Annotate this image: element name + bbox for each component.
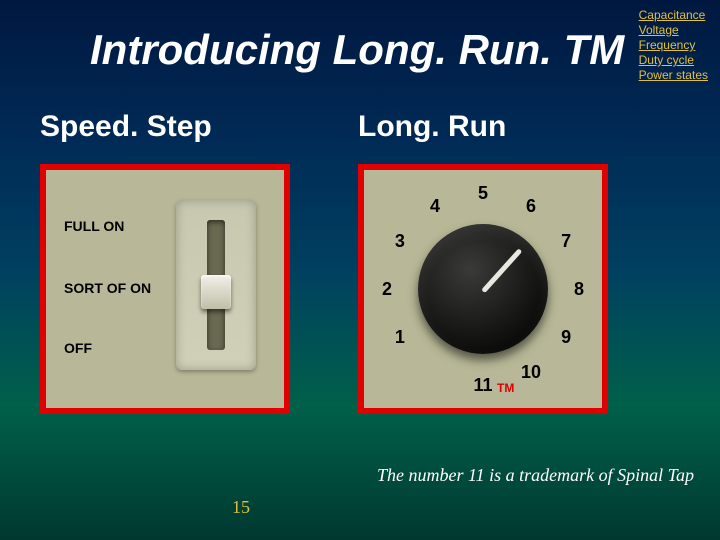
link-power-states[interactable]: Power states	[639, 68, 708, 83]
footnote: The number 11 is a trademark of Spinal T…	[377, 465, 694, 486]
dial-knob[interactable]	[418, 224, 548, 354]
switch-label-sort-of-on: SORT OF ON	[64, 280, 151, 296]
link-capacitance[interactable]: Capacitance	[639, 8, 708, 23]
dial-number-6: 6	[521, 196, 541, 217]
longrun-panel: TM 1 2 34 5 67 8 9 10 11	[358, 164, 608, 414]
switch-plate	[176, 200, 256, 370]
col-heading-longrun: Long. Run	[358, 110, 506, 144]
dial-tm-mark: TM	[497, 381, 514, 395]
dial-number-7: 7	[556, 231, 576, 252]
speedstep-panel: FULL ON SORT OF ON OFF	[40, 164, 290, 414]
dial-number-9: 9	[556, 327, 576, 348]
link-list: Capacitance Voltage Frequency Duty cycle…	[639, 8, 708, 83]
dial-indicator	[481, 248, 522, 293]
dial-number-4: 4	[425, 196, 445, 217]
dial-number-5: 5	[473, 183, 493, 204]
dial-number-10: 10	[521, 362, 541, 383]
dial-number-11: 11	[473, 375, 493, 396]
dial-number-2: 2	[377, 279, 397, 300]
col-heading-speedstep: Speed. Step	[40, 110, 212, 144]
slide-title-main: Introducing Long. Run.	[90, 26, 564, 73]
switch-label-full-on: FULL ON	[64, 218, 124, 234]
slide-title: Introducing Long. Run. TM	[90, 26, 624, 74]
link-voltage[interactable]: Voltage	[639, 23, 708, 38]
switch-label-off: OFF	[64, 340, 92, 356]
page-number: 15	[232, 497, 250, 518]
dial-number-1: 1	[390, 327, 410, 348]
link-frequency[interactable]: Frequency	[639, 38, 708, 53]
switch-toggle[interactable]	[201, 275, 231, 309]
dial-number-8: 8	[569, 279, 589, 300]
slide-title-tm: TM	[564, 26, 625, 73]
dial-number-3: 3	[390, 231, 410, 252]
link-duty-cycle[interactable]: Duty cycle	[639, 53, 708, 68]
